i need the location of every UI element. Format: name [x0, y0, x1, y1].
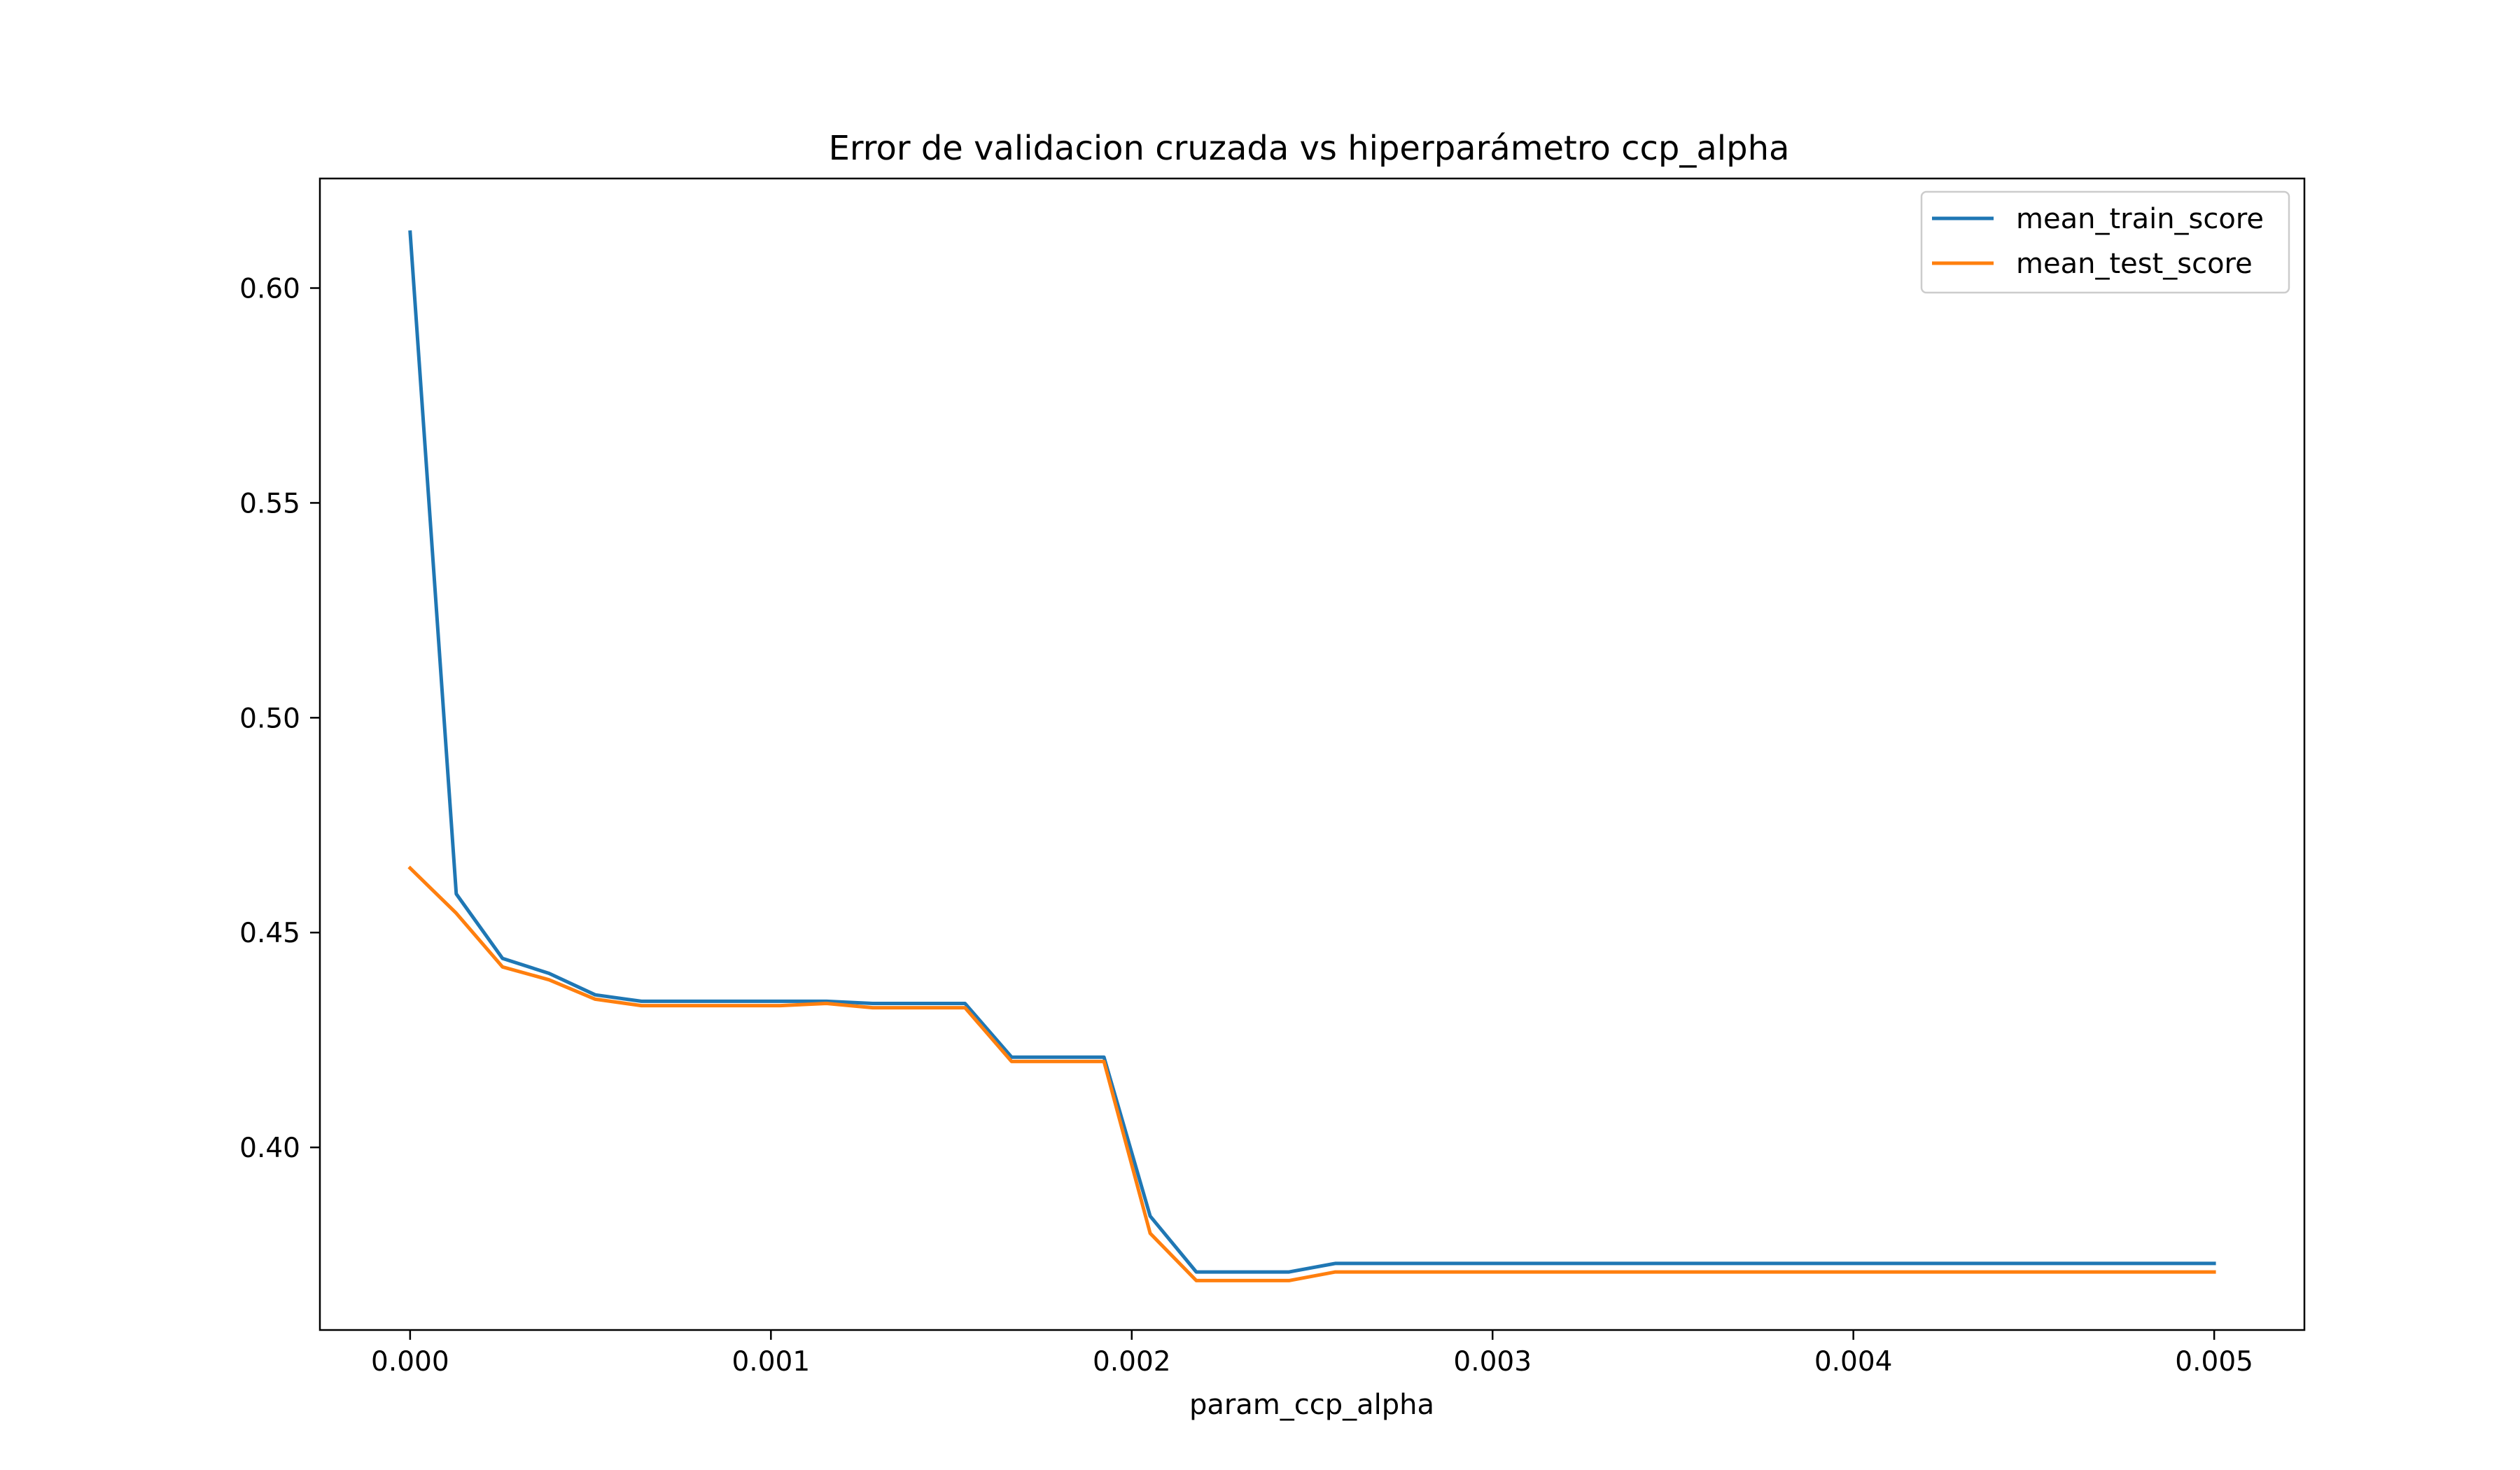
chart-title: Error de validacion cruzada vs hiperpará…: [829, 129, 1790, 168]
plot-frame: [318, 177, 2306, 1331]
series-line-mean-test-score: [407, 865, 2216, 1282]
x-tick-label: 0.001: [732, 1346, 810, 1378]
y-tick-label: 0.45: [239, 918, 300, 949]
x-tick-label: 0.004: [1814, 1346, 1893, 1378]
legend: mean_train_score mean_test_score: [1920, 190, 2290, 294]
legend-label-test: mean_test_score: [2016, 248, 2253, 280]
legend-label-train: mean_train_score: [2016, 203, 2264, 235]
x-tick-label: 0.000: [371, 1346, 449, 1378]
x-tick-label: 0.003: [1453, 1346, 1532, 1378]
x-axis: 0.000 0.001 0.002 0.003 0.004 0.005: [371, 1330, 2253, 1378]
y-tick-label: 0.55: [239, 488, 300, 519]
y-tick-label: 0.50: [239, 703, 300, 734]
x-tick-label: 0.005: [2175, 1346, 2253, 1378]
series-line-mean-train-score: [408, 230, 2216, 1274]
legend-box: [1920, 190, 2290, 294]
x-tick-label: 0.002: [1093, 1346, 1171, 1378]
x-axis-label: param_ccp_alpha: [1189, 1389, 1434, 1421]
plot-lines: [407, 230, 2216, 1282]
y-tick-label: 0.60: [239, 274, 300, 305]
y-tick-label: 0.40: [239, 1133, 300, 1164]
y-axis: 0.40 0.45 0.50 0.55 0.60: [239, 274, 320, 1164]
